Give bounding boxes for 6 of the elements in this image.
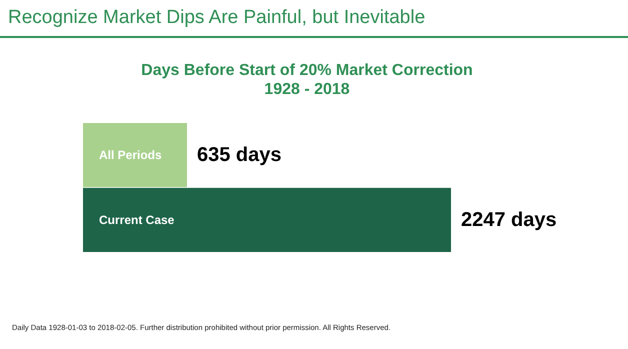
data-label: 635 days	[196, 144, 282, 166]
chart-subtitle: Days Before Start of 20% Market Correction 1928 - 2018	[141, 62, 473, 98]
y-tick-label: Current Case	[99, 212, 175, 227]
data-label: 2247 days	[461, 208, 557, 231]
chart-title: Recognize Market Dips Are Painful, but Inevitable	[8, 7, 426, 29]
y-tick-label: All Periods	[99, 148, 162, 162]
